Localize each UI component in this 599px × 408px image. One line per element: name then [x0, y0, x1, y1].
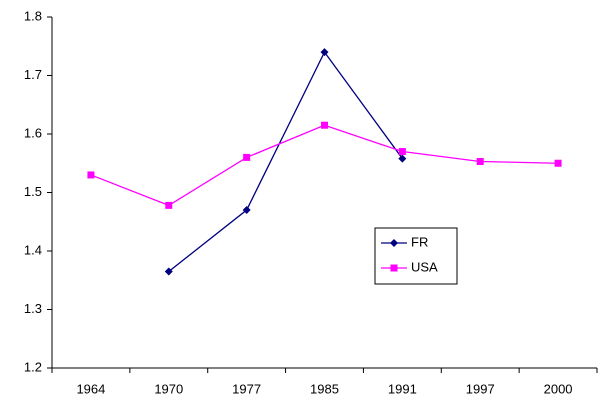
marker	[242, 206, 251, 215]
marker	[554, 159, 562, 167]
legend-label: FR	[411, 234, 428, 249]
x-tick-label: 1985	[310, 381, 339, 396]
x-tick-label: 1997	[466, 381, 495, 396]
marker	[398, 154, 407, 163]
x-tick-label: 1964	[76, 381, 105, 396]
x-tick-label: 1991	[388, 381, 417, 396]
marker	[390, 239, 398, 247]
marker	[87, 171, 95, 179]
legend-label: USA	[411, 259, 438, 274]
marker	[164, 267, 173, 276]
marker	[165, 201, 173, 209]
marker	[398, 148, 406, 156]
legend-box	[374, 227, 458, 285]
series-line	[90, 124, 559, 207]
marker	[243, 153, 251, 161]
y-tick-label: 1.2	[24, 359, 42, 374]
marker	[390, 264, 398, 272]
marker	[320, 48, 329, 57]
x-tick-label: 1977	[232, 381, 261, 396]
y-tick-label: 1.7	[24, 67, 42, 82]
y-tick-label: 1.4	[24, 242, 42, 257]
marker	[321, 121, 328, 129]
y-tick-label: 1.8	[24, 8, 42, 23]
x-tick-label: 1970	[154, 381, 183, 396]
y-tick-label: 1.5	[24, 184, 42, 199]
x-tick-label: 2000	[544, 381, 573, 396]
series-line	[168, 50, 403, 272]
y-tick-label: 1.3	[24, 301, 42, 316]
y-tick-label: 1.6	[24, 125, 42, 140]
marker	[476, 157, 484, 165]
